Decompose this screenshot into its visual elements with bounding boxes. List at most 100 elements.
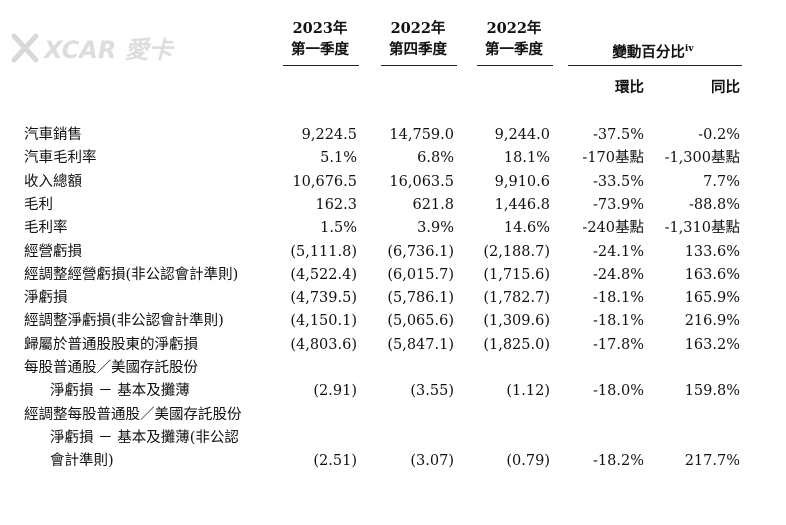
row-label: 經調整經營虧損(非公認會計準則) — [24, 266, 239, 283]
value-qoq: -18.0% — [593, 383, 644, 400]
row-label: 淨虧損 — [24, 290, 68, 307]
value-yoy: 165.9% — [684, 290, 740, 307]
value-q1-2023: (4,150.1) — [290, 313, 357, 330]
value-q1-2023: 9,224.5 — [301, 127, 357, 143]
value-yoy: 163.6% — [684, 266, 740, 283]
value-q4-2022: (5,065.6) — [387, 313, 454, 330]
xcar-watermark-logo: XCAR 愛卡 — [8, 30, 178, 66]
row-label: 經調整淨虧損(非公認會計準則) — [24, 313, 224, 330]
value-q4-2022: (6,015.7) — [387, 266, 454, 283]
value-yoy: -0.2% — [698, 127, 740, 143]
table-row: 經營虧損 (5,111.8) (6,736.1) (2,188.7) -24.1% 133… — [0, 241, 786, 263]
table-row: 淨虧損 － 基本及攤薄(非公認 — [0, 427, 786, 449]
header-underline — [477, 65, 553, 66]
row-label: 毛利率 — [24, 220, 68, 237]
table-row: 毛利率 1.5% 3.9% 14.6% -240基點 -1,310基點 — [0, 217, 786, 239]
row-label: 會計準則) — [50, 453, 114, 470]
value-q4-2022: 621.8 — [412, 196, 454, 213]
value-yoy: 217.7% — [684, 453, 740, 470]
table-row: 每股普通股／美國存託股份 — [0, 357, 786, 379]
value-qoq: -73.9% — [593, 196, 644, 213]
table-row: 淨虧損 (4,739.5) (5,786.1) (1,782.7) -18.1% 165.… — [0, 287, 786, 309]
value-q4-2022: 14,759.0 — [389, 127, 454, 143]
value-q1-2022: 9,244.0 — [494, 127, 550, 143]
header-quarter: 第一季度 — [485, 41, 543, 58]
header-year: 2022年 — [486, 20, 542, 37]
header-underline — [283, 65, 359, 66]
header-quarter: 第四季度 — [389, 41, 447, 58]
table-row: 收入總額 10,676.5 16,063.5 9,910.6 -33.5% 7.7% — [0, 171, 786, 193]
row-label: 經調整每股普通股／美國存託股份 — [24, 406, 242, 423]
value-q1-2022: 1,446.8 — [494, 196, 550, 213]
row-label: 汽車銷售 — [24, 127, 82, 143]
xcar-logo-icon: XCAR 愛卡 — [11, 33, 176, 64]
header-change: 變動百分比iv — [598, 39, 708, 63]
row-label: 毛利 — [24, 196, 53, 213]
value-q1-2023: 5.1% — [320, 150, 357, 167]
value-q4-2022: (5,847.1) — [387, 336, 454, 353]
row-label: 淨虧損 － 基本及攤薄(非公認 — [50, 429, 239, 446]
value-q1-2022: (1,825.0) — [483, 336, 550, 353]
table-row: 會計準則) (2.51) (3.07) (0.79) -18.2% 217.7% — [0, 450, 786, 472]
value-q4-2022: (6,736.1) — [387, 243, 454, 260]
header-yoy: 同比 — [711, 79, 740, 96]
value-yoy: 163.2% — [684, 336, 740, 353]
value-q1-2023: (5,111.8) — [290, 243, 357, 260]
value-q1-2022: 18.1% — [503, 150, 550, 167]
value-q4-2022: 6.8% — [417, 150, 454, 167]
value-q4-2022: (3.55) — [410, 383, 454, 400]
row-label: 汽車毛利率 — [24, 150, 97, 167]
value-qoq: -170基點 — [582, 150, 644, 167]
value-q1-2023: (4,739.5) — [290, 290, 357, 307]
value-q1-2022: (0.79) — [506, 453, 550, 470]
header-q4-2022: 2022年 第四季度 — [381, 18, 455, 60]
value-yoy: -1,300基點 — [664, 150, 740, 167]
table-row: 汽車毛利率 5.1% 6.8% 18.1% -170基點 -1,300基點 — [0, 147, 786, 169]
row-label: 淨虧損 － 基本及攤薄 — [50, 383, 190, 400]
table-row: 淨虧損 － 基本及攤薄 (2.91) (3.55) (1.12) -18.0% 159.8… — [0, 380, 786, 402]
header-quarter: 第一季度 — [291, 41, 349, 58]
value-q1-2023: (4,522.4) — [290, 266, 357, 283]
value-q1-2023: (2.91) — [313, 383, 357, 400]
value-q4-2022: 16,063.5 — [389, 173, 454, 190]
table-row: 毛利 162.3 621.8 1,446.8 -73.9% -88.8% — [0, 194, 786, 216]
table-row: 經調整每股普通股／美國存託股份 — [0, 404, 786, 426]
value-qoq: -18.1% — [593, 290, 644, 307]
value-qoq: -37.5% — [593, 127, 644, 143]
value-qoq: -33.5% — [593, 173, 644, 190]
value-yoy: 216.9% — [684, 313, 740, 330]
header-year: 2022年 — [390, 20, 446, 37]
header-qoq: 環比 — [615, 79, 644, 96]
header-q1-2023: 2023年 第一季度 — [283, 18, 357, 60]
header-underline — [568, 65, 742, 66]
value-q1-2022: (2,188.7) — [483, 243, 550, 260]
table-row: 經調整淨虧損(非公認會計準則) (4,150.1) (5,065.6) (1,309.… — [0, 310, 786, 332]
value-q1-2022: (1,715.6) — [483, 266, 550, 283]
value-yoy: -1,310基點 — [664, 220, 740, 237]
value-q1-2022: (1.12) — [506, 383, 550, 400]
value-qoq: -18.1% — [593, 313, 644, 330]
header-underline — [381, 65, 457, 66]
value-yoy: 133.6% — [684, 243, 740, 260]
value-qoq: -17.8% — [593, 336, 644, 353]
value-q1-2022: (1,782.7) — [483, 290, 550, 307]
xcar-logo-text: XCAR 愛卡 — [42, 36, 176, 64]
value-qoq: -24.8% — [593, 266, 644, 283]
value-q4-2022: (3.07) — [410, 453, 454, 470]
value-yoy: -88.8% — [689, 196, 740, 213]
row-label: 每股普通股／美國存託股份 — [24, 360, 198, 376]
header-change-note: iv — [684, 44, 694, 54]
value-q1-2022: (1,309.6) — [483, 313, 550, 330]
value-yoy: 7.7% — [703, 173, 740, 190]
table-row: 經調整經營虧損(非公認會計準則) (4,522.4) (6,015.7) (1,715… — [0, 264, 786, 286]
value-q1-2023: (2.51) — [313, 453, 357, 470]
value-q1-2022: 9,910.6 — [494, 173, 550, 190]
table-row: 汽車銷售 9,224.5 14,759.0 9,244.0 -37.5% -0.2% — [0, 124, 786, 146]
row-label: 經營虧損 — [24, 243, 82, 260]
value-q1-2023: (4,803.6) — [290, 336, 357, 353]
value-qoq: -24.1% — [593, 243, 644, 260]
table-row: 歸屬於普通股股東的淨虧損 (4,803.6) (5,847.1) (1,825.0) -… — [0, 334, 786, 356]
value-qoq: -240基點 — [582, 220, 644, 237]
value-q1-2022: 14.6% — [503, 220, 550, 237]
header-year: 2023年 — [292, 20, 348, 37]
